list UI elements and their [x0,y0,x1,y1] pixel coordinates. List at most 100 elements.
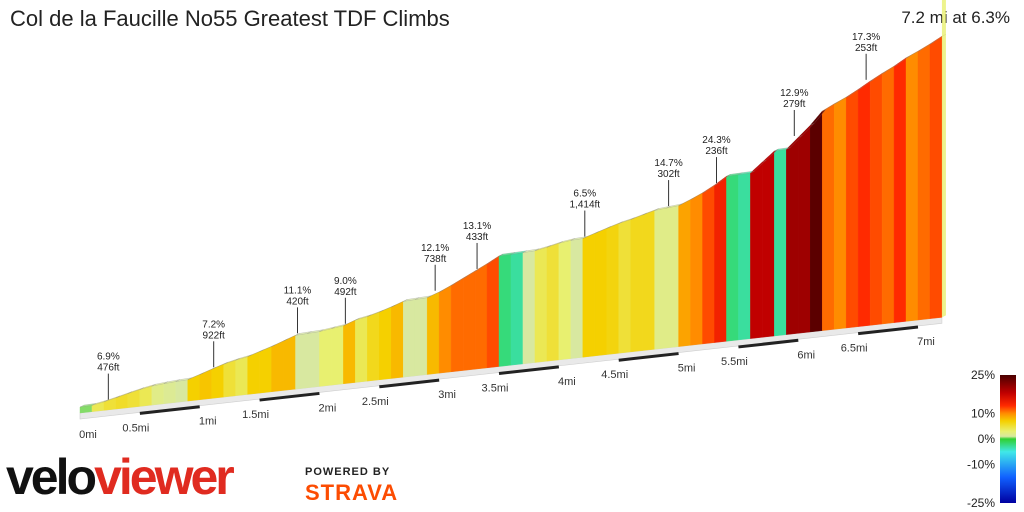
grade-segment [163,381,176,404]
grade-segment [714,175,727,343]
annotation-length: 253ft [855,43,877,54]
climb-summary: 7.2 mi at 6.3% [901,8,1010,27]
annotation-length: 420ft [286,296,308,307]
grade-segment [654,207,667,350]
grade-segment [857,80,871,327]
grade-segment [869,73,883,326]
grade-segment [247,351,260,395]
legend-tick-label: 0% [978,432,996,446]
legend-tick-label: 25% [971,368,995,382]
grade-segment [630,214,643,353]
axis-tick-label: 5mi [678,363,696,375]
axis-tick-label: 4.5mi [601,369,628,381]
grade-segment [271,340,284,392]
grade-segment [151,383,165,406]
axis-mile-bar [259,391,320,402]
legend-tick-label: -10% [967,458,995,472]
axis-tick-label: 3mi [438,389,456,401]
profile-top-edge [79,0,947,408]
grade-segment [295,333,308,390]
annotation-grade: 7.2% [202,319,225,330]
axis-tick-label: 6.5mi [841,343,868,355]
annotation-grade: 24.3% [702,135,730,146]
axis-tick-label: 0mi [79,429,97,441]
annotation-length: 236ft [705,146,727,157]
grade-segment [690,192,703,346]
axis-tick-label: 5.5mi [721,356,748,368]
grade-segment [762,150,775,338]
grade-segment [367,311,380,382]
grade-segment [522,250,536,365]
grade-segment [331,325,344,386]
grade-segment [798,124,811,334]
grade-segment [462,270,476,371]
axis-tick-label: 2.5mi [362,396,389,408]
axis-mile-bar [738,338,799,349]
grade-segment [845,89,859,329]
chart-title: Col de la Faucille No55 Greatest TDF Cli… [10,6,450,31]
grade-segment [642,210,655,351]
axis-mile-bar [379,378,440,389]
grade-segment [834,96,847,330]
logo-viewer: viewer [94,449,235,505]
grade-segment [426,291,440,375]
grade-segment [666,205,679,349]
annotation-grade: 12.9% [780,88,808,99]
grade-segments [79,35,943,414]
grade-segment [235,356,248,396]
axis-tick-label: 4mi [558,376,576,388]
annotation-length: 279ft [783,99,805,110]
grade-segment [307,331,320,388]
strava-logo: STRAVA [305,480,399,505]
annotation-length: 492ft [334,287,356,298]
grade-color-legend: 25% 10% 0% -10% -25% [967,368,1016,510]
grade-segment [774,149,787,337]
axis-tick-label: 3.5mi [482,383,509,395]
grade-segment [786,136,799,335]
legend-tick-label: 10% [971,406,995,420]
axis-tick-label: 7mi [917,336,935,348]
annotation-grade: 17.3% [852,32,880,43]
grade-segment [474,263,488,370]
grade-segment [115,393,129,410]
legend-tick-label: -25% [967,496,995,510]
grade-segment [510,252,524,366]
grade-segment [594,228,607,357]
grade-segment [546,243,560,362]
annotation-length: 1,414ft [570,200,601,211]
grade-segment [223,359,236,398]
grade-segment [415,297,428,377]
annotation-length: 476ft [97,363,119,374]
grade-segment [893,57,907,323]
grade-segment [917,43,931,321]
axis-mile-bar [139,405,200,415]
grade-segment [678,199,691,347]
grade-segment [702,184,715,345]
logo-velo: velo [6,449,97,505]
axis-tick-label: 1mi [199,416,217,428]
annotation-length: 302ft [657,169,679,180]
grade-segment [259,346,272,394]
grade-segment [211,363,224,399]
grade-segment [582,233,595,358]
grade-segment [810,110,823,333]
grade-segment [905,50,919,322]
annotation-grade: 12.1% [421,243,449,254]
grade-segment [319,328,332,387]
axis-tick-label: 2mi [319,402,337,414]
grade-segment [726,174,739,342]
annotation-grade: 13.1% [463,221,491,232]
axis-mile-bar [498,365,560,375]
annotation-length: 433ft [466,232,488,243]
powered-by-label: POWERED BY [305,466,391,478]
axis-tick-label: 0.5mi [122,422,149,434]
grade-segment [618,219,631,354]
grade-segment [391,301,404,379]
grade-segment [558,240,572,361]
grade-segment [486,255,500,369]
annotation-grade: 11.1% [284,285,312,296]
grade-segment [438,285,452,374]
veloviewer-logo: veloviewer [6,449,235,505]
grade-segment [570,238,583,359]
